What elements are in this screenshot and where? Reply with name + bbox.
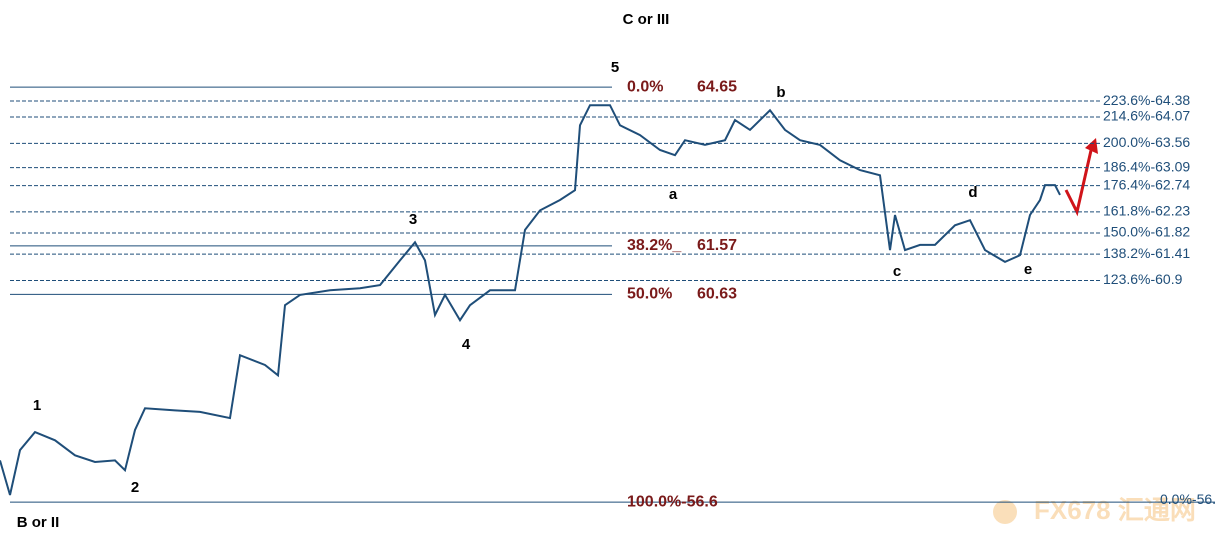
- wave-label: 5: [611, 59, 619, 76]
- fib-pct: 0.0%: [627, 78, 663, 95]
- wave-label: 3: [409, 211, 417, 228]
- base-label: 100.0%-56.6: [627, 493, 718, 510]
- fib-label: 161.8%-62.23: [1103, 203, 1190, 219]
- fib-label: 138.2%-61.41: [1103, 245, 1190, 261]
- fib-label: 186.4%-63.09: [1103, 158, 1190, 174]
- wave-label: b: [776, 84, 785, 101]
- wave-label: 1: [33, 397, 41, 414]
- watermark-logo: [993, 500, 1017, 524]
- fib-label: 150.0%-61.82: [1103, 224, 1190, 240]
- fib-label: 200.0%-63.56: [1103, 134, 1190, 150]
- wave-label: B or II: [17, 514, 60, 531]
- fib-label: 223.6%-64.38: [1103, 92, 1190, 108]
- fib-value: 60.63: [697, 286, 737, 303]
- watermark: FX678 汇通网: [1034, 495, 1196, 525]
- fib-label: 214.6%-64.07: [1103, 108, 1190, 124]
- fib-value: 64.65: [697, 78, 737, 95]
- fib-pct: 50.0%: [627, 286, 672, 303]
- base-right-label: 0.0%-56.6: [1160, 491, 1215, 507]
- arrow: [1064, 145, 1094, 217]
- arrow-head: [1085, 138, 1098, 154]
- chart-title: C or III: [623, 11, 670, 28]
- wave-label: c: [893, 263, 901, 280]
- fib-label: 176.4%-62.74: [1103, 176, 1190, 192]
- price-line: [0, 104, 1061, 496]
- wave-label: e: [1024, 261, 1032, 278]
- wave-label: a: [669, 186, 678, 203]
- fib-label: 123.6%-60.9: [1103, 271, 1183, 287]
- fib-value: 61.57: [697, 237, 737, 254]
- wave-label: 4: [462, 336, 471, 353]
- fib-pct: 38.2%_: [627, 237, 682, 254]
- wave-label: d: [968, 184, 977, 201]
- wave-label: 2: [131, 479, 139, 496]
